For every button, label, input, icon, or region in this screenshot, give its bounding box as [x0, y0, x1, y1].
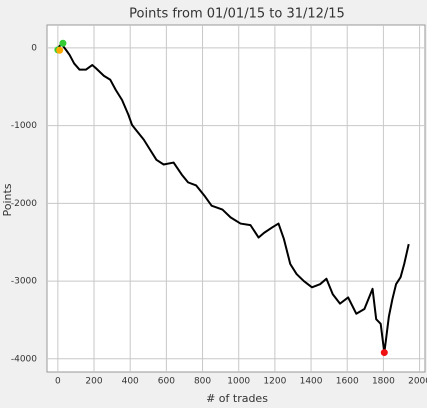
data-line — [57, 43, 410, 354]
chart-title: Points from 01/01/15 to 31/12/15 — [129, 7, 345, 22]
x-tick-label: 1600 — [336, 377, 359, 387]
y-tick-label: -3000 — [11, 277, 37, 287]
marker-point — [380, 349, 388, 357]
marker-point — [59, 39, 67, 47]
x-tick-label: 1400 — [300, 377, 323, 387]
x-tick-label: 400 — [122, 377, 139, 387]
x-tick-label: 200 — [85, 377, 102, 387]
y-tick-label: -2000 — [11, 199, 37, 209]
y-tick-label: 0 — [31, 43, 37, 53]
x-tick-label: 1200 — [263, 377, 286, 387]
x-tick-label: 600 — [158, 377, 175, 387]
y-axis-label: Points — [1, 183, 14, 216]
y-tick-label: -1000 — [11, 121, 37, 131]
x-tick-label: 800 — [194, 377, 211, 387]
x-tick-label: 1000 — [227, 377, 250, 387]
plot-area — [46, 24, 426, 373]
x-axis-label: # of trades — [206, 392, 268, 405]
x-tick-label: 0 — [55, 377, 61, 387]
x-tick-label: 2000 — [408, 377, 427, 387]
marker-point — [56, 46, 64, 54]
x-tick-label: 1800 — [372, 377, 395, 387]
y-tick-label: -4000 — [11, 354, 37, 364]
